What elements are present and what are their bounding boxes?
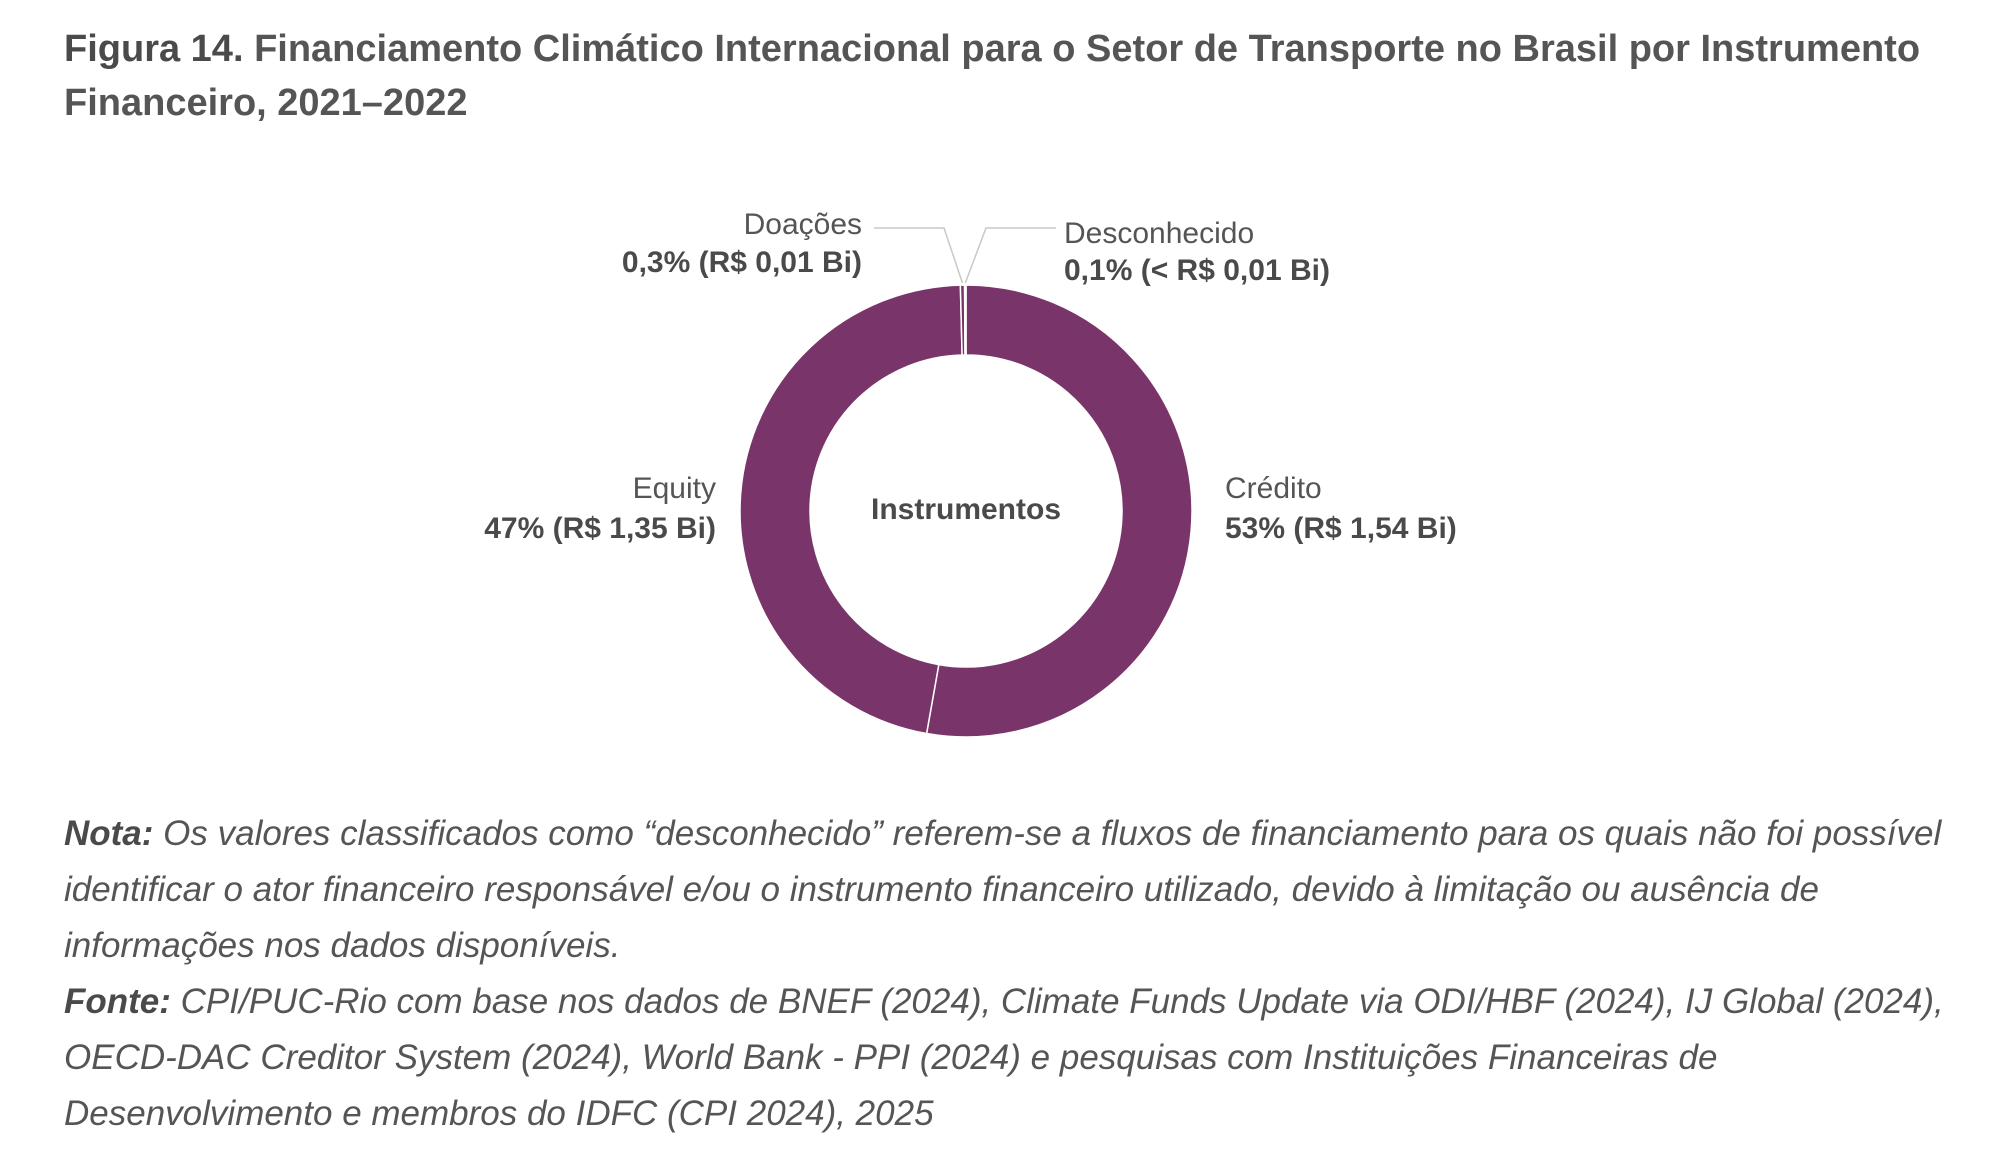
donut-slices xyxy=(739,284,1193,738)
label-doacoes-name: Doações xyxy=(744,208,862,241)
figure-title: Figura 14. Financiamento Climático Inter… xyxy=(64,22,1924,130)
leader-line-doacoes xyxy=(874,227,964,284)
fonte-label: Fonte: xyxy=(64,982,171,1021)
label-credito-name: Crédito xyxy=(1225,472,1322,505)
figure-label: Figura 14. xyxy=(64,28,244,70)
leader-line-desconhecido xyxy=(964,227,1056,284)
label-credito-value: 53% (R$ 1,54 Bi) xyxy=(1225,512,1457,545)
fonte-text: CPI/PUC-Rio com base nos dados de BNEF (… xyxy=(64,982,1944,1133)
label-desconhecido-name: Desconhecido xyxy=(1064,217,1254,250)
label-doacoes-value: 0,3% (R$ 0,01 Bi) xyxy=(622,246,862,279)
slice-credito xyxy=(925,284,1193,738)
label-equity-name: Equity xyxy=(633,472,716,505)
donut-center-label: Instrumentos xyxy=(871,493,1061,526)
leader-lines xyxy=(874,227,1056,284)
label-desconhecido-value: 0,1% (< R$ 0,01 Bi) xyxy=(1064,254,1330,287)
nota-text: Os valores classificados como “desconhec… xyxy=(64,814,1942,965)
slice-equity xyxy=(739,284,963,735)
slice-desconhecido xyxy=(963,284,967,356)
nota-paragraph: Nota: Os valores classificados como “des… xyxy=(64,806,1944,974)
fonte-paragraph: Fonte: CPI/PUC-Rio com base nos dados de… xyxy=(64,974,1944,1142)
figure-title-text: Financiamento Climático Internacional pa… xyxy=(64,28,1921,124)
label-equity-value: 47% (R$ 1,35 Bi) xyxy=(484,512,716,545)
nota-label: Nota: xyxy=(64,814,154,853)
figure-notes: Nota: Os valores classificados como “des… xyxy=(64,806,1944,1142)
